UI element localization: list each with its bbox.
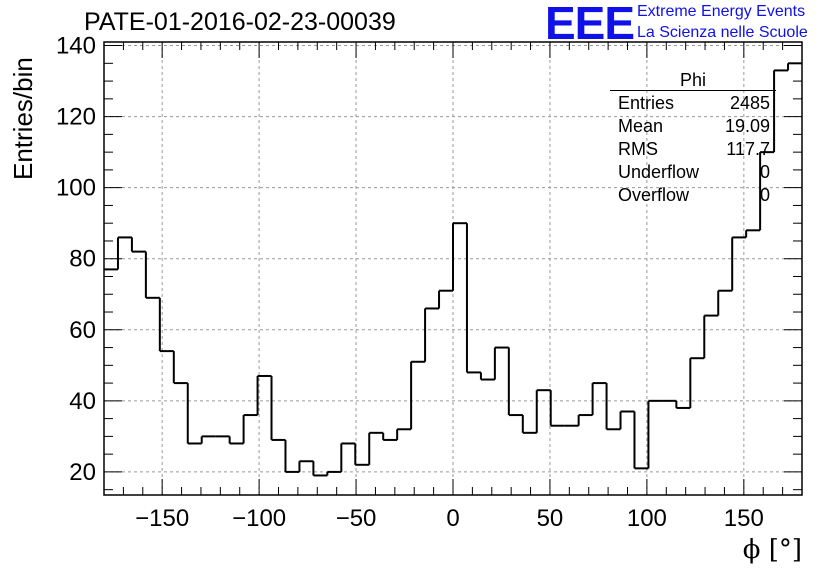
stats-value: 2485 <box>729 93 770 113</box>
logo-subtitle-line2: La Scienza nelle Scuole <box>637 24 808 41</box>
stats-label: Mean <box>618 116 664 136</box>
y-tick-label: 100 <box>56 175 96 202</box>
y-tick-label: 140 <box>56 33 96 60</box>
stats-value: 19.09 <box>724 116 770 136</box>
y-tick-label: 60 <box>69 317 96 344</box>
logo-subtitle-line1: Extreme Energy Events <box>637 3 806 20</box>
x-tick-label: −50 <box>336 505 377 532</box>
axis-ticks <box>103 42 803 495</box>
chart-title: PATE-01-2016-02-23-00039 <box>84 8 396 36</box>
x-axis-label: ϕ [°] <box>743 535 802 565</box>
y-axis-label: Entries/bin <box>8 57 38 180</box>
stats-box-divider <box>610 90 776 91</box>
y-tick-label: 40 <box>69 388 96 415</box>
y-tick-label: 120 <box>56 104 96 131</box>
stats-value: 0 <box>759 162 770 182</box>
stats-value: 0 <box>759 185 770 205</box>
x-tick-label: −100 <box>232 505 286 532</box>
stats-box-title: Phi <box>679 70 706 90</box>
stats-value: 117.7 <box>726 139 770 159</box>
y-tick-label: 20 <box>69 459 96 486</box>
tick-labels: −150 −100 −50 0 50 100 150 20 40 60 80 100 120 140 <box>56 33 764 532</box>
x-tick-label: −150 <box>135 505 189 532</box>
stats-label: Overflow <box>618 185 690 205</box>
x-tick-label: 100 <box>627 505 667 532</box>
x-tick-label: 150 <box>724 505 764 532</box>
histogram-series <box>104 62 802 477</box>
eee-logo: EEE <box>545 0 635 49</box>
stats-label: Entries <box>618 93 675 113</box>
stats-label: RMS <box>618 139 658 159</box>
x-tick-label: 50 <box>537 505 564 532</box>
x-tick-label: 0 <box>446 505 459 532</box>
stats-label: Underflow <box>618 162 700 182</box>
y-tick-label: 80 <box>69 246 96 273</box>
